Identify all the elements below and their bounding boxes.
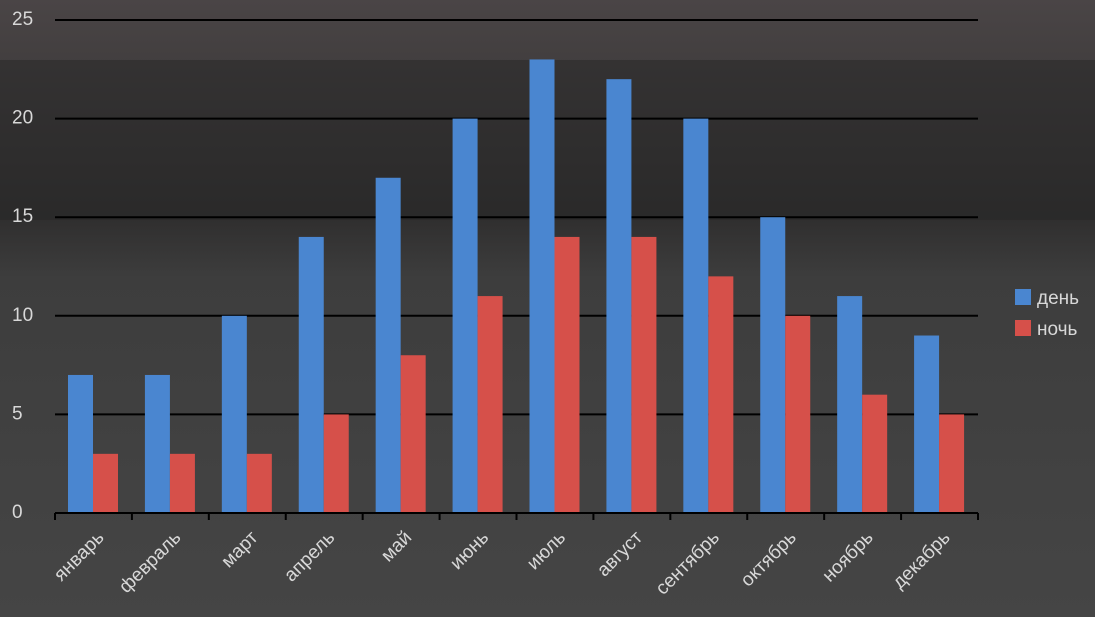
bar <box>631 236 657 514</box>
bar <box>837 296 863 513</box>
bar <box>529 59 555 513</box>
bar <box>169 453 195 513</box>
y-tick-label: 10 <box>12 305 33 326</box>
bar <box>554 236 580 514</box>
bar <box>606 79 632 513</box>
legend-swatch <box>1015 320 1031 336</box>
bar <box>246 453 272 513</box>
bar <box>323 414 349 513</box>
bar <box>683 118 709 513</box>
y-tick-label: 25 <box>12 9 33 30</box>
y-tick-label: 0 <box>12 502 23 523</box>
bar <box>760 217 786 513</box>
legend-label: ночь <box>1037 319 1078 340</box>
legend-label: день <box>1037 288 1079 309</box>
bar <box>375 177 401 513</box>
bar <box>221 315 247 513</box>
y-tick-label: 20 <box>12 108 33 129</box>
bar <box>68 374 93 513</box>
bar <box>144 374 170 513</box>
bar <box>785 315 811 513</box>
y-tick-label: 5 <box>12 403 23 424</box>
bar <box>939 414 965 513</box>
y-tick-label: 15 <box>12 206 33 227</box>
legend-swatch <box>1015 289 1031 305</box>
bar <box>862 394 888 513</box>
bar <box>708 276 734 513</box>
bar <box>914 335 940 513</box>
bar <box>298 236 324 514</box>
bar <box>93 453 118 513</box>
bar <box>400 355 426 513</box>
bar <box>477 296 503 513</box>
bar <box>452 118 478 513</box>
